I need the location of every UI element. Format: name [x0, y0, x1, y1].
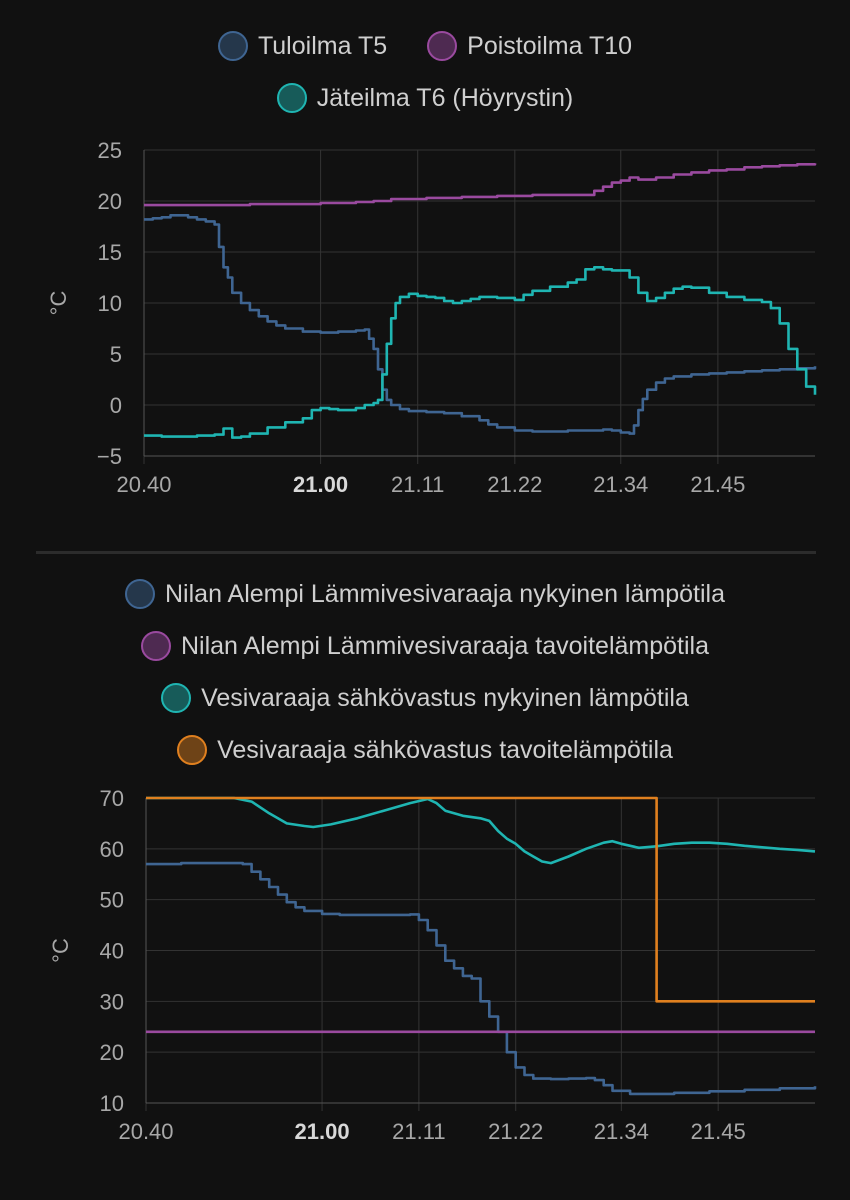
x-tick-label: 21.45	[690, 472, 745, 497]
legend-item-poistoilma-t10[interactable]: Poistoilma T10	[427, 20, 632, 72]
legend-swatch	[217, 31, 248, 61]
legend-swatch	[276, 83, 307, 113]
legend-item-jateilma-t6-hoyrystin[interactable]: Jäteilma T6 (Höyrystin)	[276, 72, 574, 124]
x-tick-label: 21.11	[391, 472, 444, 497]
x-tick-label: 21.22	[487, 472, 542, 497]
x-tick-label: 21.34	[593, 472, 648, 497]
legend-label: Vesivaraaja sähkövastus nykyinen lämpöti…	[201, 683, 689, 712]
y-tick-label: 15	[98, 240, 122, 265]
legend-swatch	[177, 735, 208, 765]
y-axis-label: °C	[46, 291, 71, 316]
plot-ventilation: 25 20 15 10 5 0 −5 20.40 21.00 21.11 21.22 21.34 21.…	[46, 138, 817, 497]
y-tick-label: 5	[110, 342, 122, 367]
series-line-tuloilma-t5[interactable]	[144, 214, 817, 435]
legend-item-tuloilma-t5[interactable]: Tuloilma T5	[217, 20, 388, 72]
legend-swatch	[140, 631, 171, 661]
x-tick-label: 21.22	[488, 1119, 543, 1144]
legend-row: Nilan Alempi Lämmivesivaraaja nykyinen l…	[0, 568, 850, 620]
x-tick-label: 21.00	[295, 1119, 350, 1144]
legend-row: Vesivaraaja sähkövastus tavoitelämpötila	[0, 724, 850, 776]
x-tick-label: 20.40	[116, 472, 171, 497]
x-tick-label: 20.40	[118, 1119, 173, 1144]
legend-row: Vesivaraaja sähkövastus nykyinen lämpöti…	[0, 672, 850, 724]
legend-item-nilan-alempi-lammivesivaraaja-tavoitelampotila[interactable]: Nilan Alempi Lämmivesivaraaja tavoiteläm…	[140, 620, 709, 672]
x-tick-label: 21.45	[691, 1119, 746, 1144]
x-tick-label: 21.34	[594, 1119, 649, 1144]
y-tick-label: 20	[100, 1040, 124, 1065]
y-tick-label: 0	[110, 393, 122, 418]
legend-label: Jäteilma T6 (Höyrystin)	[316, 83, 574, 112]
legend-water-heater: Nilan Alempi Lämmivesivaraaja nykyinen l…	[0, 568, 850, 776]
legend-swatch	[427, 31, 458, 61]
series-line-poistoilma-t10[interactable]	[144, 163, 817, 207]
legend-item-nilan-alempi-lammivesivaraaja-nykyinen-lampotila[interactable]: Nilan Alempi Lämmivesivaraaja nykyinen l…	[125, 568, 725, 620]
plot-water-heater: 70 60 50 40 30 20 10 20.40 21.00 21.11 21.22 21.34 2…	[48, 786, 817, 1144]
legend-swatch	[125, 579, 155, 609]
legend-item-vesivaraaja-sahkovastus-tavoitelampotila[interactable]: Vesivaraaja sähkövastus tavoitelämpötila	[177, 724, 673, 776]
legend-label: Poistoilma T10	[467, 31, 633, 60]
legend-row: Jäteilma T6 (Höyrystin)	[0, 72, 850, 124]
chart-panel-water-heater: Nilan Alempi Lämmivesivaraaja nykyinen l…	[0, 560, 850, 1200]
y-tick-label: 20	[98, 189, 122, 214]
y-tick-label: 25	[98, 138, 122, 163]
y-tick-label: 50	[100, 888, 124, 913]
legend-label: Tuloilma T5	[257, 31, 388, 60]
legend-row: Tuloilma T5 Poistoilma T10	[0, 20, 850, 72]
legend-row: Nilan Alempi Lämmivesivaraaja tavoiteläm…	[0, 620, 850, 672]
y-tick-label: 10	[100, 1091, 124, 1116]
y-tick-label: 70	[100, 786, 124, 811]
x-tick-label: 21.11	[392, 1119, 445, 1144]
y-tick-label: −5	[97, 444, 122, 469]
y-axis-label: °C	[48, 938, 73, 963]
x-tick-label: 21.00	[293, 472, 348, 497]
y-tick-label: 60	[100, 837, 124, 862]
y-tick-label: 30	[100, 989, 124, 1014]
divider	[36, 551, 816, 554]
legend-label: Nilan Alempi Lämmivesivaraaja tavoiteläm…	[180, 631, 709, 660]
y-tick-label: 10	[98, 291, 122, 316]
series-line-nilan-alempi-lammivesivaraaja-nykyinen-lampotila[interactable]	[146, 861, 817, 1096]
series-line-vesivaraaja-sahkovastus-tavoitelampotila[interactable]	[146, 796, 815, 1003]
legend-swatch	[161, 683, 192, 713]
series-line-vesivaraaja-sahkovastus-nykyinen-lampotila[interactable]	[146, 796, 816, 865]
chart-panel-ventilation: Tuloilma T5 Poistoilma T10 Jäteilma T6 (Hö…	[0, 0, 850, 540]
series-line-jateilma-t6-hoyrystin[interactable]	[144, 266, 817, 439]
y-tick-label: 40	[100, 939, 124, 964]
legend-item-vesivaraaja-sahkovastus-nykyinen-lampotila[interactable]: Vesivaraaja sähkövastus nykyinen lämpöti…	[161, 672, 689, 724]
legend-ventilation: Tuloilma T5 Poistoilma T10 Jäteilma T6 (Hö…	[0, 20, 850, 124]
legend-label: Vesivaraaja sähkövastus tavoitelämpötila	[217, 735, 673, 764]
legend-label: Nilan Alempi Lämmivesivaraaja nykyinen l…	[165, 579, 725, 608]
